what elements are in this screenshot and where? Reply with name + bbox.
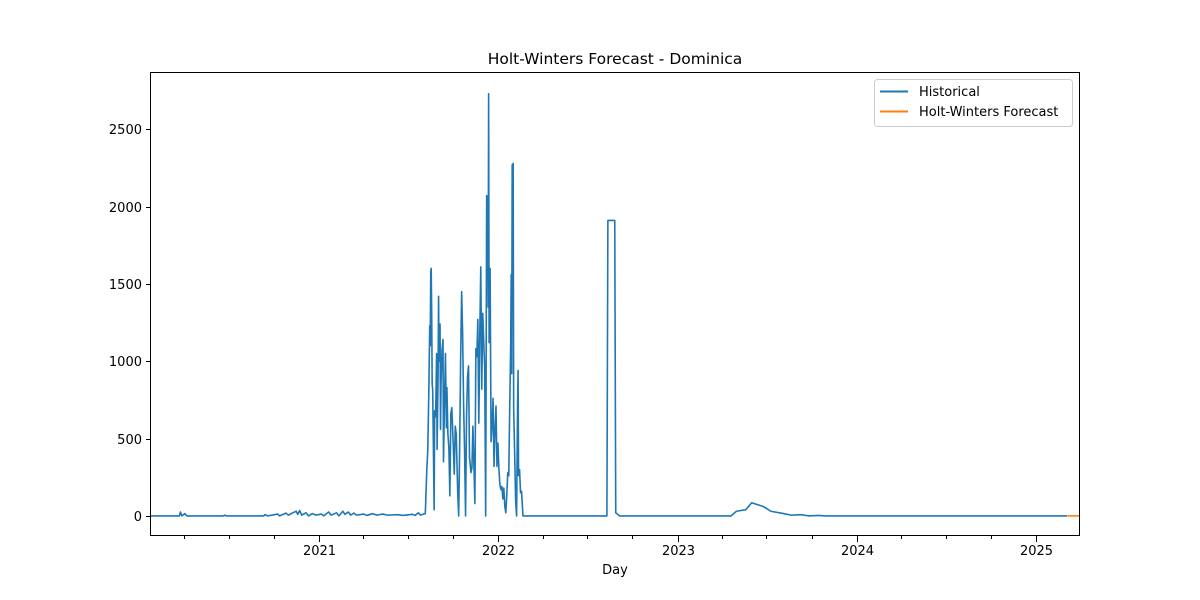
x-tick-label-4: 2025: [1020, 544, 1053, 559]
chart-title: Holt-Winters Forecast - Dominica: [488, 50, 743, 68]
y-tick-label-3: 1500: [109, 278, 142, 293]
y-tick-label-2: 1000: [109, 355, 142, 370]
legend-forecast-label: Holt-Winters Forecast: [919, 105, 1058, 120]
series-line-0: [150, 92, 1068, 517]
plot-area: [150, 92, 1080, 517]
y-tick-label-1: 500: [117, 433, 142, 448]
x-tick-label-0: 2021: [303, 544, 336, 559]
x-axis: 2021 2022 2023 2024 2025: [184, 536, 1053, 559]
x-axis-label: Day: [602, 563, 628, 578]
legend-historical-label: Historical: [919, 85, 980, 100]
x-tick-label-1: 2022: [482, 544, 515, 559]
y-axis: 0 500 1000 1500 2000 2500: [109, 123, 150, 525]
x-tick-label-3: 2024: [841, 544, 874, 559]
series-layer: [150, 92, 1080, 517]
plot-frame: [150, 72, 1080, 536]
y-tick-label-4: 2000: [109, 201, 142, 216]
y-tick-label-0: 0: [134, 510, 142, 525]
legend-box: [874, 79, 1073, 127]
x-tick-label-2: 2023: [662, 544, 695, 559]
legend: Historical Holt-Winters Forecast: [874, 79, 1073, 127]
y-tick-label-5: 2500: [109, 123, 142, 138]
